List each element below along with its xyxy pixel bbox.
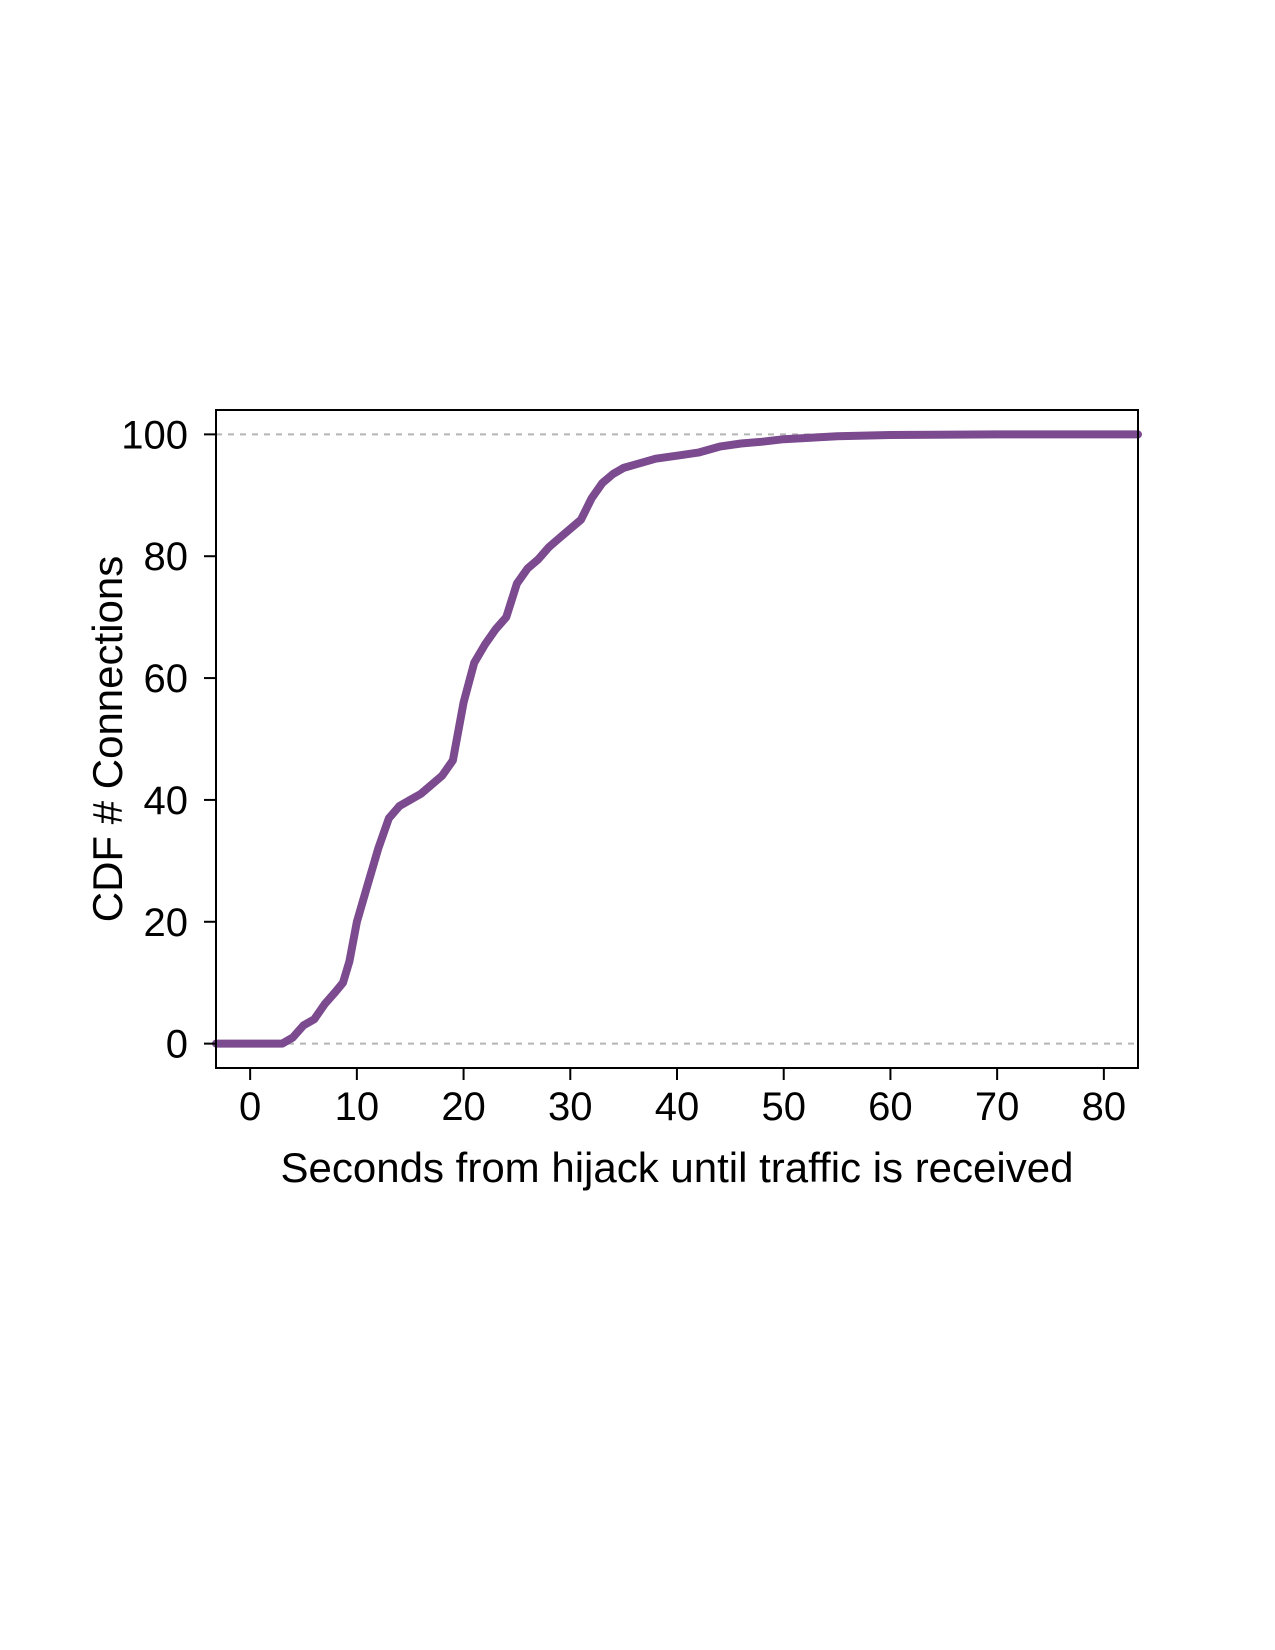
y-tick-label: 60 [144,657,189,701]
x-axis: 0 10 20 30 40 50 60 70 80 [239,1068,1126,1129]
x-tick-label: 10 [335,1085,380,1129]
x-tick-label: 50 [761,1085,806,1129]
y-axis: 0 20 40 60 80 100 [121,413,216,1067]
x-tick-label: 0 [239,1085,261,1129]
x-tick-label: 60 [868,1085,913,1129]
x-tick-label: 80 [1082,1085,1127,1129]
series-line-0 [212,430,1142,1048]
x-axis-title: Seconds from hijack until traffic is rec… [281,1144,1074,1191]
plot-frame [215,409,1139,1069]
y-tick-label: 100 [121,413,188,457]
y-axis-title: CDF # Connections [84,556,131,923]
x-tick-label: 30 [548,1085,593,1129]
x-tick-label: 20 [441,1085,486,1129]
x-tick-label: 70 [975,1085,1020,1129]
y-tick-label: 0 [166,1023,188,1067]
y-tick-label: 40 [144,779,189,823]
series-layer [212,430,1142,1048]
y-tick-label: 80 [144,535,189,579]
y-tick-label: 20 [144,901,189,945]
x-tick-label: 40 [655,1085,700,1129]
